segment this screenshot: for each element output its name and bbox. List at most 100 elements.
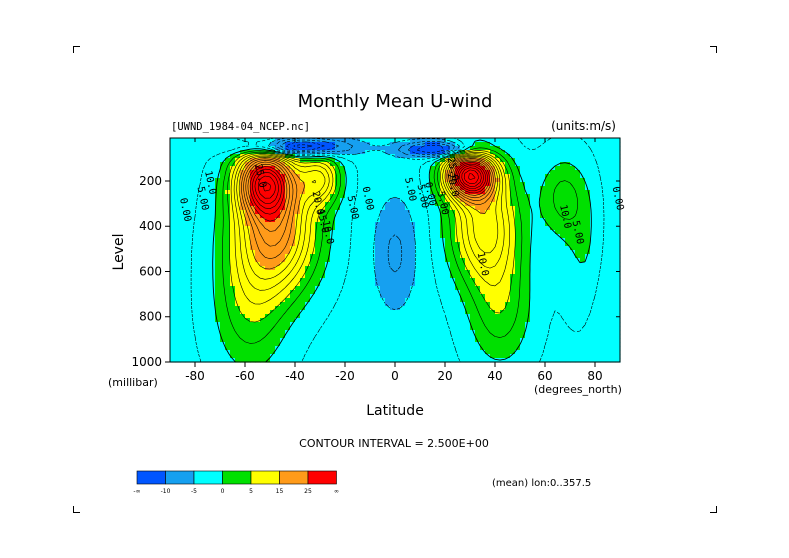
- contour-fill-cell: [305, 334, 311, 339]
- contour-fill-cell: [175, 338, 181, 343]
- contour-fill-cell: [560, 266, 566, 271]
- contour-fill-cell: [390, 178, 396, 183]
- contour-fill-cell: [520, 170, 526, 175]
- contour-fill-cell: [325, 306, 331, 311]
- contour-fill-cell: [445, 146, 451, 151]
- contour-fill-cell: [180, 170, 186, 175]
- contour-fill-cell: [585, 282, 591, 287]
- contour-fill-cell: [335, 326, 341, 331]
- contour-fill-cell: [210, 310, 216, 315]
- contour-fill-cell: [570, 330, 576, 335]
- contour-fill-cell: [590, 262, 596, 267]
- contour-fill-cell: [240, 350, 246, 355]
- contour-fill-cell: [280, 338, 286, 343]
- contour-fill-cell: [610, 166, 616, 171]
- contour-fill-cell: [290, 246, 296, 251]
- contour-fill-cell: [505, 238, 511, 243]
- contour-fill-cell: [235, 146, 241, 151]
- contour-fill-cell: [405, 182, 411, 187]
- contour-fill-cell: [460, 138, 466, 143]
- contour-fill-cell: [225, 330, 231, 335]
- contour-fill-cell: [335, 262, 341, 267]
- contour-fill-cell: [400, 182, 406, 187]
- contour-fill-cell: [440, 286, 446, 291]
- contour-fill-cell: [540, 234, 546, 239]
- contour-fill-cell: [430, 230, 436, 235]
- contour-fill-cell: [505, 142, 511, 147]
- contour-fill-cell: [235, 274, 241, 279]
- contour-fill-cell: [440, 294, 446, 299]
- contour-fill-cell: [290, 182, 296, 187]
- contour-fill-cell: [370, 338, 376, 343]
- contour-fill-cell: [275, 274, 281, 279]
- contour-fill-cell: [355, 294, 361, 299]
- contour-fill-cell: [455, 334, 461, 339]
- contour-fill-cell: [550, 310, 556, 315]
- contour-fill-cell: [310, 294, 316, 299]
- contour-fill-cell: [305, 170, 311, 175]
- contour-fill-cell: [330, 166, 336, 171]
- contour-fill-cell: [575, 186, 581, 191]
- contour-fill-cell: [505, 178, 511, 183]
- contour-fill-cell: [600, 326, 606, 331]
- contour-fill-cell: [535, 350, 541, 355]
- contour-fill-cell: [525, 234, 531, 239]
- contour-fill-cell: [575, 262, 581, 267]
- contour-fill-cell: [460, 242, 466, 247]
- contour-fill-cell: [580, 318, 586, 323]
- contour-fill-cell: [290, 358, 296, 363]
- contour-fill-cell: [560, 170, 566, 175]
- contour-fill-cell: [295, 214, 301, 219]
- contour-fill-cell: [505, 218, 511, 223]
- contour-fill-cell: [490, 254, 496, 259]
- contour-fill-cell: [290, 290, 296, 295]
- contour-fill-cell: [205, 142, 211, 147]
- contour-fill-cell: [465, 342, 471, 347]
- contour-fill-cell: [295, 290, 301, 295]
- contour-fill-cell: [540, 210, 546, 215]
- contour-fill-cell: [230, 254, 236, 259]
- contour-fill-cell: [335, 298, 341, 303]
- contour-fill-cell: [300, 182, 306, 187]
- contour-fill-cell: [170, 326, 176, 331]
- contour-fill-cell: [395, 198, 401, 203]
- contour-fill-cell: [190, 250, 196, 255]
- contour-fill-cell: [520, 246, 526, 251]
- contour-fill-cell: [540, 198, 546, 203]
- contour-fill-cell: [555, 202, 561, 207]
- contour-fill-cell: [365, 306, 371, 311]
- contour-fill-cell: [340, 234, 346, 239]
- contour-fill-cell: [255, 198, 261, 203]
- contour-fill-cell: [545, 250, 551, 255]
- contour-fill-cell: [540, 142, 546, 147]
- contour-fill-cell: [210, 178, 216, 183]
- contour-fill-cell: [315, 342, 321, 347]
- contour-fill-cell: [280, 334, 286, 339]
- contour-fill-cell: [245, 198, 251, 203]
- contour-fill-cell: [520, 262, 526, 267]
- contour-fill-cell: [570, 206, 576, 211]
- contour-fill-cell: [355, 350, 361, 355]
- contour-fill-cell: [350, 330, 356, 335]
- contour-fill-cell: [295, 358, 301, 363]
- contour-fill-cell: [610, 182, 616, 187]
- contour-fill-cell: [270, 294, 276, 299]
- contour-fill-cell: [360, 146, 366, 151]
- contour-fill-cell: [185, 242, 191, 247]
- contour-fill-cell: [280, 194, 286, 199]
- contour-fill-cell: [370, 258, 376, 263]
- contour-fill-cell: [170, 354, 176, 359]
- contour-fill-cell: [470, 326, 476, 331]
- contour-fill-cell: [275, 238, 281, 243]
- contour-fill-cell: [555, 198, 561, 203]
- contour-fill-cell: [270, 210, 276, 215]
- contour-fill-cell: [310, 262, 316, 267]
- contour-fill-cell: [505, 234, 511, 239]
- contour-fill-cell: [530, 270, 536, 275]
- contour-fill-cell: [310, 286, 316, 291]
- contour-fill-cell: [310, 230, 316, 235]
- contour-fill-cell: [490, 214, 496, 219]
- contour-fill-cell: [210, 318, 216, 323]
- contour-fill-cell: [440, 194, 446, 199]
- contour-fill-cell: [330, 190, 336, 195]
